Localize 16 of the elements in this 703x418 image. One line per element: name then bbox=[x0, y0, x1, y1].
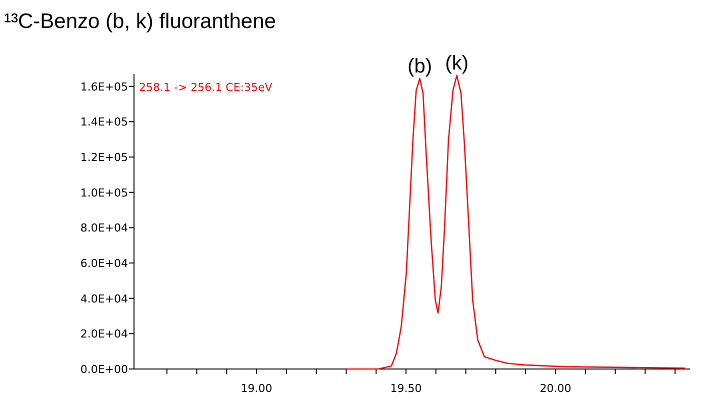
y-tick-label: 2.0E+04 bbox=[80, 328, 128, 341]
annotation: (b) bbox=[408, 55, 432, 78]
y-tick-label: 0.0E+00 bbox=[80, 363, 128, 376]
y-tick-label: 1.2E+05 bbox=[80, 151, 128, 164]
x-tick-label: 20.00 bbox=[540, 382, 572, 395]
x-tick-label: 19.00 bbox=[240, 382, 272, 395]
annotation: 258.1 -> 256.1 CE:35eV bbox=[139, 81, 273, 94]
y-tick-label: 4.0E+04 bbox=[80, 292, 128, 306]
x-tick-label: 19.50 bbox=[390, 382, 422, 395]
y-tick-label: 1.4E+05 bbox=[80, 116, 128, 129]
chart-title: ¹³C-Benzo (b, k) fluoranthene bbox=[4, 10, 276, 33]
y-tick-label: 8.0E+04 bbox=[80, 222, 128, 235]
y-tick-label: 1.0E+05 bbox=[80, 186, 128, 200]
annotation: (k) bbox=[445, 52, 469, 74]
y-tick-label: 6.0E+04 bbox=[80, 257, 128, 270]
y-tick-label: 1.6E+05 bbox=[80, 80, 128, 94]
